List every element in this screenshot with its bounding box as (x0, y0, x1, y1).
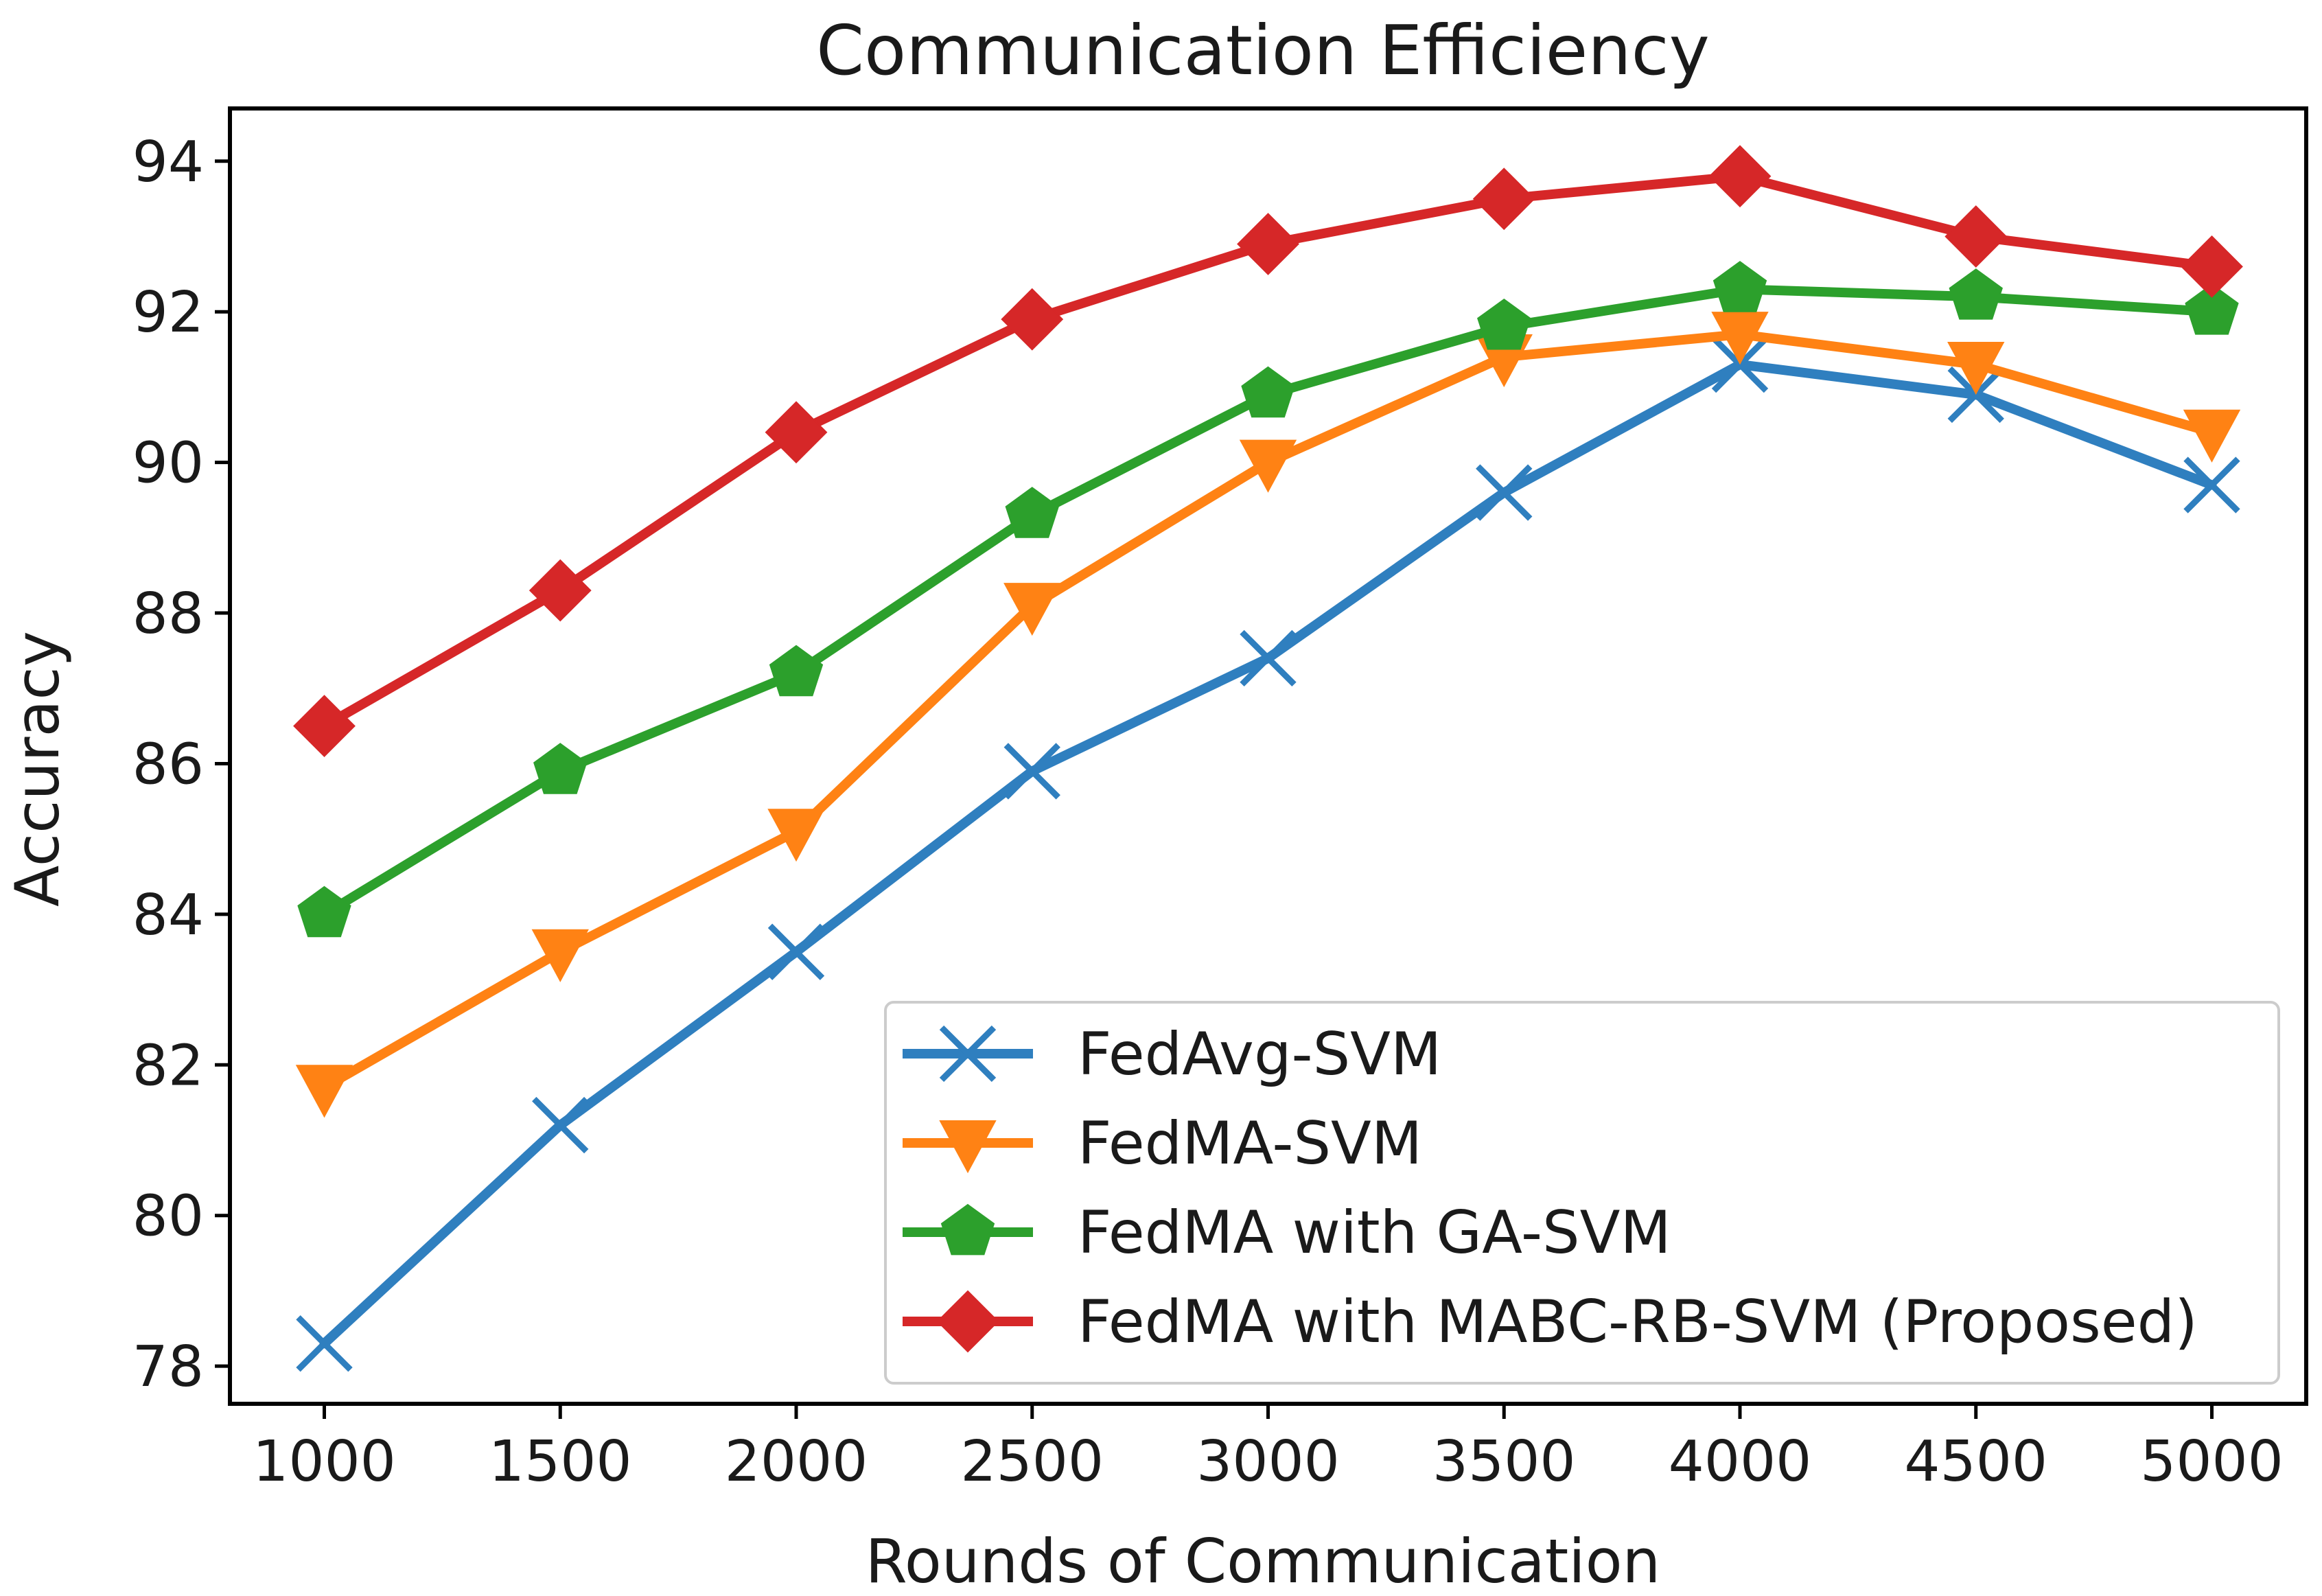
data-point-fedma-with-ga-svm (533, 743, 588, 794)
data-point-fedma-with-ga-svm (1949, 268, 2003, 320)
data-point-fedma-with-mabc-rb-svm-proposed (2181, 235, 2243, 298)
x-tick-label: 3000 (1196, 1429, 1340, 1494)
x-tick-label: 3500 (1432, 1429, 1576, 1494)
legend-marker-fedma-svm (939, 1120, 997, 1174)
x-axis-label: Rounds of Communication (866, 1526, 1661, 1596)
x-tick-label: 1500 (489, 1429, 632, 1494)
chart-title: Communication Efficiency (816, 10, 1710, 91)
data-point-fedma-with-mabc-rb-svm-proposed (765, 401, 828, 464)
legend-label-fedma-with-mabc-rb-svm-proposed: FedMA with MABC-RB-SVM (Proposed) (1078, 1288, 2198, 1356)
data-point-fedma-svm (2183, 409, 2241, 463)
data-point-fedma-svm (1711, 312, 1769, 365)
y-tick-label: 78 (132, 1334, 204, 1400)
legend-label-fedavg-svm: FedAvg-SVM (1078, 1020, 1441, 1089)
data-point-fedma-with-ga-svm (1477, 298, 1531, 350)
legend-label-fedma-with-ga-svm: FedMA with GA-SVM (1078, 1199, 1671, 1267)
data-point-fedma-svm (1003, 583, 1061, 636)
y-tick-label: 86 (132, 732, 204, 797)
data-point-fedma-with-ga-svm (2185, 283, 2239, 335)
plot-area: 1000 1500 2000 2500 3000 3500 4000 4500 5000 78 80… (132, 106, 2308, 1494)
data-point-fedma-with-ga-svm (1005, 487, 1059, 538)
data-point-fedma-with-ga-svm (769, 645, 824, 697)
y-axis-label: Accuracy (2, 631, 73, 907)
x-tick-label: 2000 (725, 1429, 868, 1494)
data-point-fedma-with-ga-svm (1713, 261, 1767, 312)
y-tick-label: 92 (132, 280, 204, 345)
data-point-fedavg-svm (296, 1315, 353, 1372)
data-point-fedavg-svm (1476, 464, 1533, 521)
data-point-fedma-svm (1947, 342, 2005, 395)
legend-label-fedma-svm: FedMA-SVM (1078, 1109, 1422, 1178)
x-tick-label: 4500 (1904, 1429, 2047, 1494)
legend: FedAvg-SVM FedMA-SVM FedMA with GA-SVM FedM… (884, 1001, 2280, 1385)
data-point-fedma-with-mabc-rb-svm-proposed (529, 559, 592, 622)
data-point-fedma-with-mabc-rb-svm-proposed (1237, 213, 1299, 275)
data-point-fedavg-svm (1003, 743, 1060, 800)
legend-marker-fedma-with-ga-svm (940, 1203, 995, 1256)
data-point-fedma-svm (767, 809, 825, 862)
y-tick-label: 88 (132, 581, 204, 647)
data-point-fedma-with-ga-svm (1241, 366, 1295, 418)
y-tick-label: 80 (132, 1184, 204, 1249)
data-point-fedavg-svm (532, 1096, 589, 1154)
data-point-fedma-svm (531, 929, 589, 982)
data-point-fedma-svm (295, 1065, 353, 1118)
data-point-fedavg-svm (1240, 629, 1297, 687)
y-tick-label: 82 (132, 1033, 204, 1098)
data-point-fedavg-svm (2183, 456, 2240, 513)
legend-marker-fedma-with-mabc-rb-svm-proposed (936, 1290, 999, 1353)
y-tick-label: 90 (132, 431, 204, 496)
data-point-fedma-with-mabc-rb-svm-proposed (1708, 145, 1772, 208)
legend-marker-fedavg-svm (939, 1025, 997, 1083)
data-point-fedma-with-mabc-rb-svm-proposed (1944, 205, 2008, 268)
x-tick-label: 2500 (960, 1429, 1104, 1494)
data-point-fedma-svm (1239, 439, 1297, 493)
y-tick-label: 84 (132, 883, 204, 948)
legend-box (884, 1001, 2280, 1385)
data-point-fedma-with-mabc-rb-svm-proposed (1472, 167, 1535, 231)
data-point-fedma-with-mabc-rb-svm-proposed (1001, 288, 1064, 351)
data-point-fedavg-svm (767, 923, 825, 980)
x-tick-label: 5000 (2140, 1429, 2284, 1494)
x-tick-label: 1000 (253, 1429, 396, 1494)
x-tick-label: 4000 (1669, 1429, 1812, 1494)
data-point-fedma-with-mabc-rb-svm-proposed (293, 695, 356, 758)
y-tick-label: 94 (132, 130, 204, 195)
data-point-fedma-with-ga-svm (297, 886, 351, 938)
